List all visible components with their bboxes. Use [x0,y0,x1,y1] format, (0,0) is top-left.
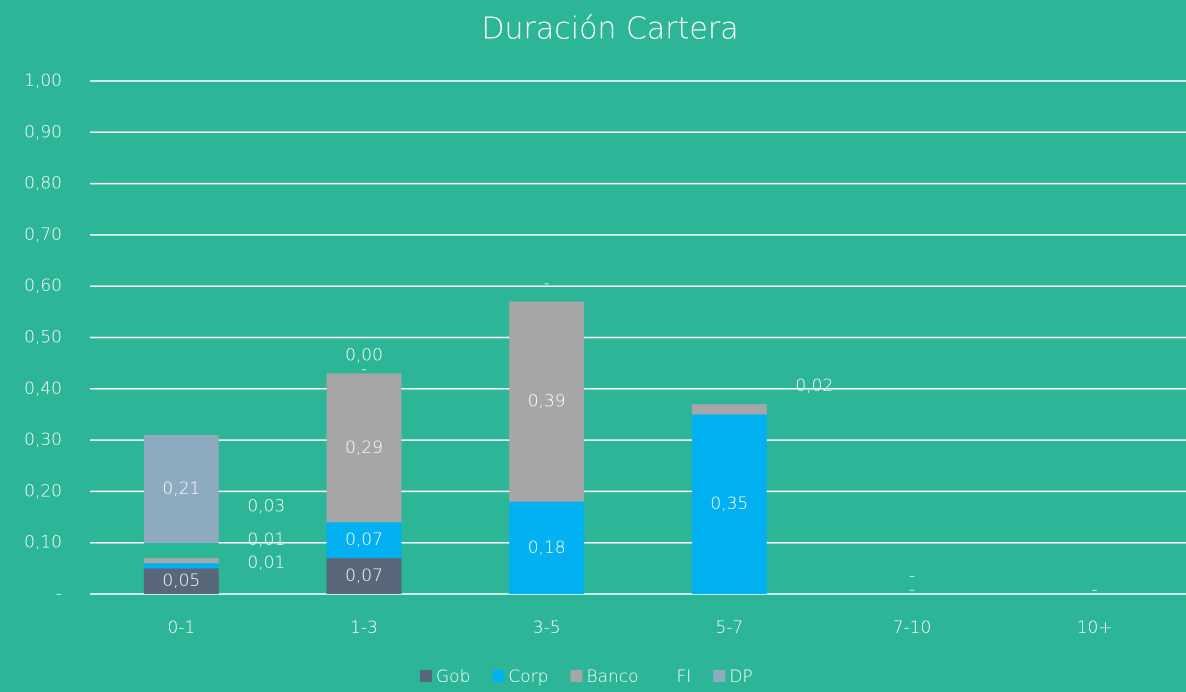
chart-title: Duración Cartera [481,12,738,47]
legend-label: Banco [586,667,638,687]
legend-label: DP [729,667,752,687]
x-tick-label: 1-3 [350,618,378,638]
y-tick-label: 0,50 [24,328,62,348]
data-label: - [1092,580,1098,600]
y-tick-label: 0,60 [24,276,62,296]
x-tick-label: 0-1 [167,618,195,638]
bar-segment [326,373,402,523]
bar-segment [143,563,219,569]
data-label: 0,39 [528,392,566,412]
legend-label: FI [677,667,692,687]
data-label: - [361,359,367,379]
legend-label: Gob [436,667,470,687]
bar-segment [143,434,219,543]
y-tick-label: - [56,584,62,604]
data-label: 0,29 [345,438,383,458]
bar-segment [143,558,219,564]
data-label: 0,01 [247,530,285,550]
bar-segment [143,568,219,594]
x-tick-label: 10+ [1077,618,1113,638]
data-label: 0,18 [528,538,566,558]
data-label: - [909,566,915,586]
legend-swatch [713,670,726,682]
legend-swatch [492,670,505,682]
legend-swatch [570,670,583,682]
data-label: 0,01 [247,553,285,573]
y-tick-label: 0,10 [24,533,62,553]
data-label: 0,02 [795,376,833,396]
y-tick-label: 0,20 [24,481,62,501]
data-label: 0,07 [345,530,383,550]
bar-segment [509,501,585,594]
x-tick-label: 3-5 [533,618,561,638]
y-tick-label: 0,30 [24,430,62,450]
data-label: 0,05 [162,571,200,591]
y-tick-label: 1,00 [24,71,62,91]
legend-swatch [420,670,432,682]
legend-swatch [660,670,673,682]
y-tick-label: 0,90 [24,122,62,142]
bar-segment [691,404,767,415]
data-label: 0,00 [345,345,383,365]
legend-label: Corp [508,667,548,687]
x-tick-label: 5-7 [715,618,743,638]
data-label: 0,03 [247,497,285,517]
x-tick-label: 7-10 [893,618,932,638]
data-label: - [544,274,550,294]
bar-segment [691,414,767,594]
bar-segment [143,542,219,559]
bar-segment [326,558,402,594]
y-tick-label: 0,70 [24,225,62,245]
y-tick-label: 0,80 [24,174,62,194]
data-label: - [909,580,915,600]
data-label: 0,35 [710,494,748,514]
bar-segment [509,301,585,502]
bar-segment [326,522,402,559]
y-tick-label: 0,40 [24,379,62,399]
data-label: 0,21 [162,479,200,499]
data-label: 0,07 [345,566,383,586]
